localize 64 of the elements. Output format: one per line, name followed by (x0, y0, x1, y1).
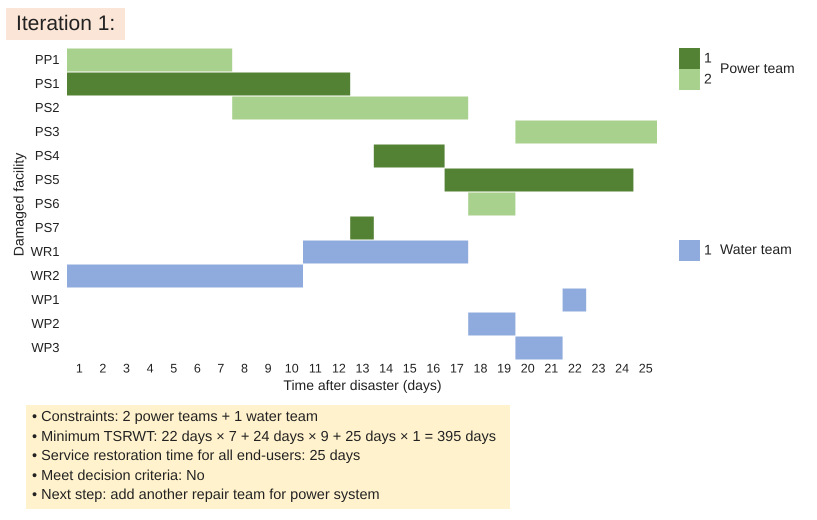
text: • Constraints: 2 power teams + 1 water team (32, 408, 319, 427)
bar (67, 264, 303, 288)
legend-label: 1 (704, 50, 712, 66)
bar (515, 336, 563, 360)
x-tick-label: 21 (544, 362, 558, 376)
bar (67, 72, 350, 96)
x-tick-label: 24 (615, 362, 630, 376)
x-tick-label: 15 (402, 362, 417, 376)
x-tick-label: 8 (241, 362, 248, 376)
text: • Minimum TSRWT: 22 days × 7 + 24 days × 9 + 25 days × 1 = 395 days (32, 428, 496, 446)
bar (444, 168, 634, 192)
x-tick-label: 4 (146, 362, 154, 376)
y-tick-label: PS7 (34, 220, 60, 235)
text: Power team (720, 60, 795, 76)
text: • Next step: add another repair team for power system (32, 486, 381, 505)
x-tick-label: 14 (379, 362, 394, 376)
x-tick-label: 18 (474, 362, 488, 376)
x-tick-label: 10 (284, 362, 299, 376)
y-tick-label: PS3 (34, 124, 60, 139)
y-tick-label: PP1 (34, 52, 60, 67)
legend-label: 2 (704, 70, 712, 86)
legend-label: 1 (704, 242, 712, 258)
x-tick-label: 5 (170, 362, 178, 376)
y-tick-label: WP3 (31, 340, 60, 355)
y-tick-label: PS5 (34, 172, 60, 187)
x-tick-label: 2 (99, 362, 106, 376)
x-tick-label: 11 (308, 362, 322, 376)
y-tick-label: PS6 (34, 196, 60, 211)
x-tick-label: 22 (568, 362, 582, 376)
y-tick-label: WP2 (31, 316, 60, 331)
bar (468, 312, 516, 336)
bar (232, 96, 468, 120)
text: Water team (720, 241, 792, 257)
y-tick-label: PS2 (34, 100, 60, 115)
bar (67, 48, 232, 72)
text: • Service restoration time for all end-users: 25 days (32, 447, 362, 466)
y-tick-label: WR1 (30, 244, 60, 259)
x-tick-label: 13 (356, 362, 370, 376)
text: • Meet decision criteria: No (32, 466, 206, 486)
chart-title: Iteration 1: (6, 8, 126, 40)
x-tick-label: 12 (332, 362, 346, 376)
x-tick-label: 23 (592, 362, 606, 376)
bar (468, 192, 516, 216)
y-tick-label: WR2 (30, 268, 60, 283)
x-tick-label: 6 (194, 362, 201, 376)
bar (515, 120, 657, 144)
x-tick-label: 1 (76, 362, 83, 376)
y-tick-label: WP1 (31, 292, 60, 307)
bar (374, 144, 445, 168)
y-axis-title: Damaged facility (10, 152, 27, 256)
x-tick-label: 7 (217, 362, 224, 376)
x-tick-label: 19 (497, 362, 512, 376)
x-tick-label: 9 (264, 362, 272, 376)
bar (562, 288, 586, 312)
bar (303, 240, 468, 264)
x-tick-label: 17 (450, 362, 464, 376)
y-tick-label: PS1 (34, 76, 60, 91)
x-tick-label: 20 (520, 362, 535, 376)
x-tick-label: 16 (426, 362, 440, 376)
bar (350, 216, 374, 240)
y-tick-label: PS4 (34, 148, 60, 163)
x-axis-title: Time after disaster (days) (283, 377, 442, 393)
x-tick-label: 25 (638, 362, 653, 376)
x-tick-label: 3 (123, 362, 130, 376)
